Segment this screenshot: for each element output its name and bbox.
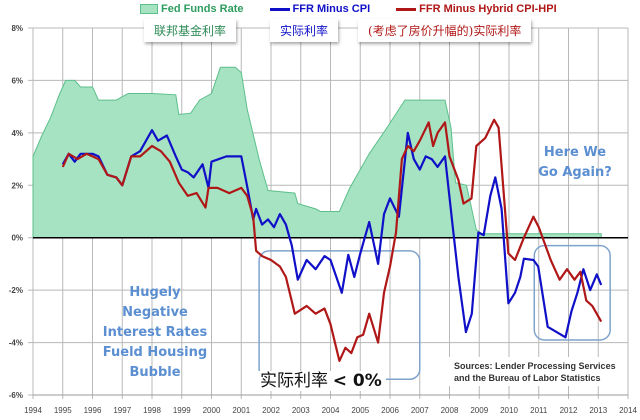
- x-tick-label: 2007: [411, 406, 429, 415]
- annotation-left-note: Hugely Negative Interest Rates Fueld Hou…: [84, 283, 226, 383]
- x-tick-label: 2010: [500, 406, 518, 415]
- y-tick-label: 0%: [11, 234, 23, 243]
- x-tick-label: 2005: [351, 406, 369, 415]
- x-tick-label: 1995: [54, 406, 72, 415]
- legend-item-ffr-hybrid: FFR Minus Hybrid CPI-HPI: [396, 3, 557, 15]
- note-line: Here We: [543, 145, 607, 160]
- legend-label: FFR Minus CPI: [292, 3, 371, 15]
- legend-cn-ffr-hybrid: (考虑了房价升幅的)实际利率: [358, 19, 532, 42]
- x-tick-label: 2009: [470, 406, 488, 415]
- legend-swatch-area: [140, 4, 158, 14]
- legend-cn-ffr-cpi: 实际利率: [270, 19, 339, 42]
- legend-cn-fed-funds: 联邦基金利率: [144, 19, 237, 42]
- legend-item-fed-funds: Fed Funds Rate: [140, 3, 244, 15]
- legend: Fed Funds Rate FFR Minus CPI FFR Minus H…: [140, 3, 557, 15]
- sources-line: and the Bureau of Labor Statistics: [454, 373, 601, 383]
- series-line-ffr-minus-hybrid-cpi-hpi: [61, 118, 603, 362]
- legend-swatch-line: [396, 7, 417, 11]
- x-tick-label: 2006: [381, 406, 399, 415]
- note-line: Bubble: [129, 365, 181, 380]
- y-tick-label: 2%: [11, 181, 23, 190]
- x-tick-label: 2014: [619, 406, 637, 415]
- x-tick-label: 2011: [530, 406, 548, 415]
- x-tick-label: 1998: [143, 406, 161, 415]
- x-tick-label: 2000: [203, 406, 221, 415]
- annotation-right-note: Here We Go Again?: [530, 143, 620, 183]
- y-tick-label: -4%: [9, 339, 23, 348]
- note-line: Hugely: [129, 285, 181, 300]
- series-area-fed-funds-rate: [32, 66, 602, 239]
- y-tick-label: -6%: [9, 391, 23, 400]
- annotation-real-rate-below-zero: 实际利率 < 0%: [256, 371, 386, 391]
- legend-swatch-line: [269, 7, 290, 11]
- x-tick-label: 2002: [262, 406, 280, 415]
- note-line: Negative: [122, 305, 188, 320]
- sources-line: Sources: Lender Processing Services: [454, 361, 616, 371]
- y-tick-label: 6%: [11, 76, 23, 85]
- below-zero-cn: 实际利率: [260, 371, 328, 390]
- y-tick-label: 8%: [11, 24, 23, 33]
- note-line: Go Again?: [538, 165, 612, 180]
- highlight-box: [533, 244, 611, 341]
- note-line: Fueld Housing: [102, 345, 208, 360]
- below-zero-rel: < 0%: [332, 371, 382, 391]
- x-tick-label: 2013: [589, 406, 607, 415]
- x-tick-label: 2001: [232, 406, 250, 415]
- sources-note: Sources: Lender Processing Services and …: [446, 357, 622, 386]
- x-tick-label: 1999: [173, 406, 191, 415]
- legend-label: Fed Funds Rate: [161, 3, 244, 15]
- y-tick-label: 4%: [11, 129, 23, 138]
- legend-item-ffr-cpi: FFR Minus CPI: [269, 3, 371, 15]
- legend-label: FFR Minus Hybrid CPI-HPI: [419, 3, 557, 15]
- series-line-ffr-minus-cpi: [61, 129, 603, 339]
- x-tick-label: 1996: [84, 406, 102, 415]
- y-tick-label: -2%: [9, 286, 23, 295]
- x-tick-label: 2012: [560, 406, 578, 415]
- x-tick-label: 2008: [441, 406, 459, 415]
- x-tick-label: 2004: [322, 406, 340, 415]
- x-tick-label: 1997: [113, 406, 131, 415]
- note-line: Interest Rates: [102, 325, 208, 340]
- x-tick-label: 1994: [24, 406, 42, 415]
- x-tick-label: 2003: [292, 406, 310, 415]
